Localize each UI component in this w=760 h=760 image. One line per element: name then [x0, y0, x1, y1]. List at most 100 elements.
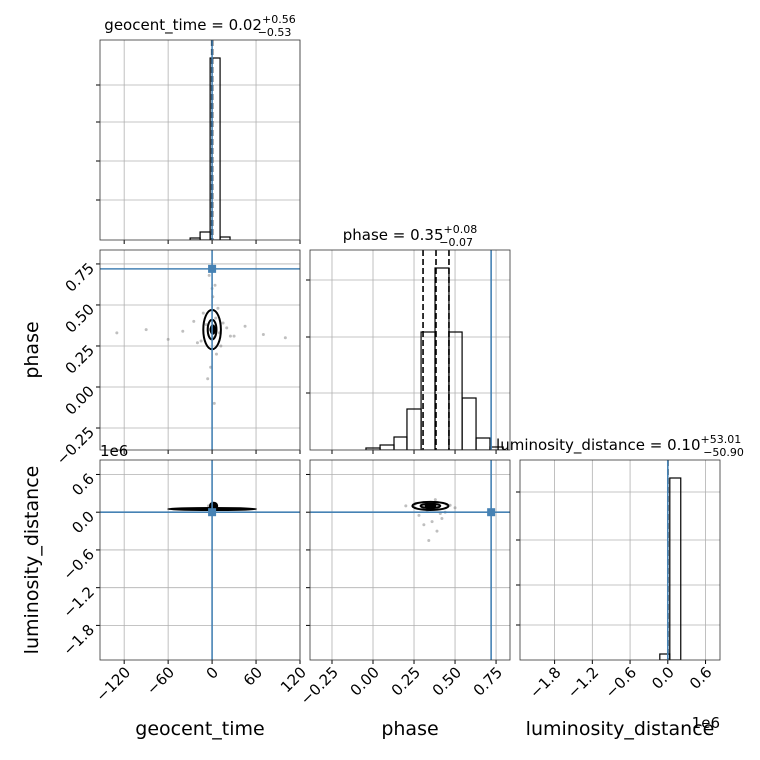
density-contour: [411, 500, 450, 512]
panel-title: luminosity_distance = 0.10+53.01 −50.90: [496, 433, 744, 459]
offset-label: 1e6: [692, 714, 720, 732]
title-upper: +0.08: [444, 223, 478, 236]
x-axis-label: geocent_time: [135, 718, 264, 740]
sample-point: [283, 336, 287, 340]
sample-point: [404, 504, 408, 508]
truth-marker: [208, 508, 217, 517]
axes-frame: [99, 39, 301, 241]
sample-point: [213, 283, 217, 287]
histogram-bar: [379, 444, 395, 450]
x-axis-label: luminosity_distance: [526, 718, 715, 740]
histogram-bar: [461, 397, 477, 450]
sample-point: [199, 339, 203, 343]
panel: [100, 460, 300, 660]
histogram-bar: [434, 267, 450, 450]
truth-marker: [487, 508, 496, 517]
x-tick-label: −120: [92, 663, 134, 705]
sample-point: [115, 331, 119, 335]
x-tick-label: −1.8: [526, 663, 564, 701]
y-tick-label: 0.00: [62, 382, 98, 418]
y-tick-label: −0.25: [53, 423, 98, 468]
sample-point: [216, 306, 220, 310]
panel: [310, 460, 510, 660]
sample-point: [221, 321, 225, 325]
panel-title: geocent_time = 0.02+0.56 −0.53: [104, 13, 295, 39]
sample-point: [440, 516, 444, 520]
sample-point: [201, 311, 205, 315]
histogram-bar: [209, 57, 221, 240]
sample-point: [232, 334, 236, 338]
sample-point: [228, 334, 232, 338]
title-lower: −0.53: [258, 26, 292, 39]
sample-point: [427, 539, 431, 543]
x-tick-label: 0.0: [648, 663, 678, 693]
histogram-bar: [448, 331, 463, 450]
x-tick-label: 0.6: [686, 663, 716, 693]
sample-point: [212, 401, 216, 405]
y-tick-label: 0.0: [68, 507, 98, 537]
sample-point: [195, 341, 199, 345]
sample-point: [453, 506, 457, 510]
y-axis-label: luminosity_distance: [21, 466, 43, 655]
axes-frame: [309, 459, 511, 661]
panel: [100, 250, 300, 450]
histogram-bar: [199, 231, 211, 240]
sample-point: [207, 273, 211, 277]
panel: [189, 40, 231, 240]
axes-frame: [519, 459, 721, 661]
title-upper: +53.01: [701, 433, 742, 446]
axes-frame: [99, 249, 301, 451]
sample-point: [435, 529, 439, 533]
y-axis-label: phase: [21, 321, 43, 378]
axes-frame: [309, 249, 511, 451]
y-tick-label: −1.2: [60, 583, 98, 621]
y-tick-label: 0.75: [62, 259, 98, 295]
title-lower: −50.90: [703, 446, 744, 459]
truth-marker: [208, 264, 217, 273]
panel: [659, 460, 682, 660]
x-tick-label: −60: [143, 663, 178, 698]
density-peak: [424, 503, 437, 509]
x-axis-label: phase: [381, 718, 438, 740]
x-tick-label: −0.6: [602, 663, 640, 701]
sample-point: [430, 520, 434, 524]
sample-point: [219, 344, 223, 348]
y-tick-label: 0.50: [62, 300, 98, 336]
x-tick-label: 0.75: [470, 663, 506, 699]
histogram-bar: [669, 477, 682, 660]
histogram-bar: [489, 446, 504, 450]
y-tick-label: 0.25: [62, 341, 98, 377]
x-tick-label: 0.25: [388, 663, 424, 699]
title-lower: −0.07: [439, 236, 473, 249]
sample-point: [243, 324, 247, 328]
sample-point: [225, 326, 229, 330]
histogram-bar: [475, 437, 491, 450]
sample-point: [144, 328, 148, 332]
title-upper: +0.56: [262, 13, 296, 26]
x-tick-label: −1.2: [564, 663, 602, 701]
offset-label: 1e6: [100, 442, 128, 460]
sample-point: [214, 316, 218, 320]
sample-point: [206, 377, 210, 381]
y-tick-label: 0.6: [68, 470, 98, 500]
x-tick-label: 0.00: [347, 663, 383, 699]
sample-point: [417, 513, 421, 517]
sample-point: [214, 352, 218, 356]
sample-point: [192, 319, 196, 323]
density-peak: [208, 501, 219, 511]
panel-title: phase = 0.35+0.08 −0.07: [343, 223, 478, 249]
sample-point: [181, 329, 185, 333]
sample-point: [204, 323, 208, 327]
sample-point: [166, 337, 170, 341]
y-tick-label: −0.6: [60, 545, 98, 583]
sample-point: [433, 498, 437, 502]
y-tick-label: −1.8: [60, 621, 98, 659]
x-tick-label: 0.50: [429, 663, 465, 699]
title-text: phase = 0.35: [343, 226, 444, 244]
title-text: luminosity_distance = 0.10: [496, 436, 700, 455]
axes-frame: [99, 459, 301, 661]
sample-point: [261, 332, 265, 336]
histogram-bar: [219, 236, 231, 240]
sample-point: [422, 523, 426, 527]
